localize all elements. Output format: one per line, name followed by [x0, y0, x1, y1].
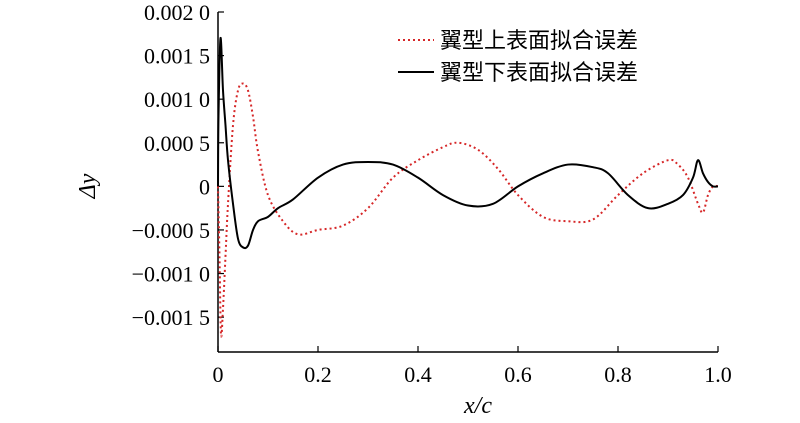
tick-group: 0 0.2 0.4 0.6 0.8 1.0 0.002 0 0.001 5 0.001 0 0.0… — [132, 0, 732, 387]
x-tick-label: 0 — [213, 362, 224, 387]
y-tick-label: 0 — [199, 174, 210, 199]
legend: 翼型上表面拟合误差 翼型下表面拟合误差 — [398, 29, 638, 86]
y-tick-label: 0.001 5 — [144, 44, 210, 69]
series-group — [217, 37, 719, 338]
y-tick-label: 0.000 5 — [144, 131, 210, 156]
series-line-lower-surface — [217, 37, 719, 250]
series-line-upper-surface — [217, 82, 719, 338]
x-tick-label: 0.8 — [604, 362, 632, 387]
x-tick-label: 1.0 — [704, 362, 732, 387]
y-tick-label: −0.000 5 — [132, 218, 210, 243]
x-axis-label: x/c — [463, 393, 492, 419]
x-tick-label: 0.2 — [304, 362, 332, 387]
x-tick-label: 0.4 — [404, 362, 432, 387]
y-tick-label: −0.001 5 — [132, 305, 210, 330]
y-tick-label: 0.002 0 — [144, 0, 210, 25]
y-tick-label: 0.001 0 — [144, 87, 210, 112]
y-axis-label: Δy — [75, 173, 101, 199]
y-tick-label: −0.001 0 — [132, 262, 210, 287]
x-tick-label: 0.6 — [504, 362, 532, 387]
legend-label-lower: 翼型下表面拟合误差 — [440, 61, 638, 86]
legend-label-upper: 翼型上表面拟合误差 — [440, 29, 638, 54]
